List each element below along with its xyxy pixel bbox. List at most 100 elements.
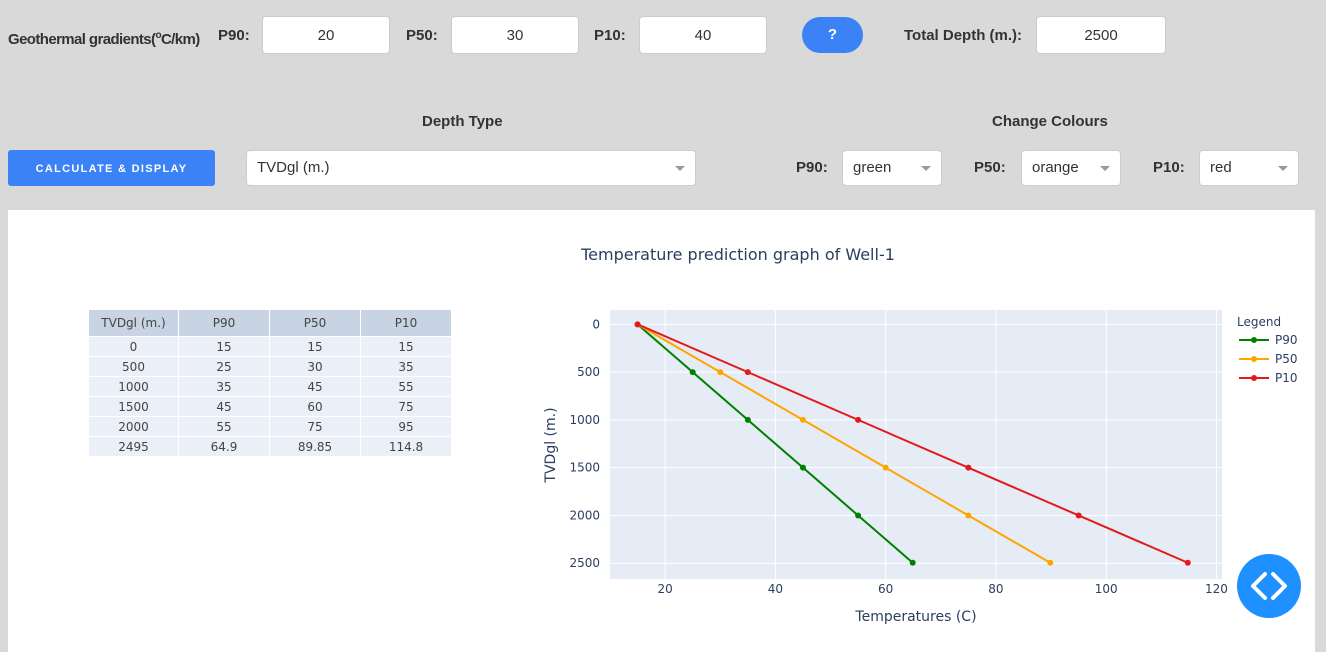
gradient-inputs-row: Geothermal gradients(oC/km) P90: P50: P1… (8, 16, 1318, 56)
table-cell: 1500 (88, 396, 179, 417)
x-axis-label: Temperatures (C) (854, 609, 976, 625)
p90-color-label: P90: (796, 159, 828, 176)
p50-color-value: orange (1032, 159, 1079, 176)
p10-gradient-input[interactable] (639, 16, 767, 54)
total-depth-input[interactable] (1036, 16, 1166, 54)
p10-color-select[interactable]: red (1199, 150, 1299, 186)
table-header-cell: P10 (360, 309, 452, 337)
x-tick-label: 60 (878, 582, 893, 596)
table-header-cell: TVDgl (m.) (88, 309, 179, 337)
results-panel: TVDgl (m.) P90 P50 P10 0 15 15 15 500 25… (8, 210, 1315, 652)
data-point-p10[interactable] (744, 369, 751, 376)
data-point-p90[interactable] (689, 369, 696, 376)
data-point-p50[interactable] (1047, 559, 1054, 566)
x-tick-label: 120 (1205, 582, 1228, 596)
gradients-label: Geothermal gradients(oC/km) (8, 30, 200, 48)
change-colours-heading: Change Colours (992, 113, 1108, 130)
table-cell: 2495 (88, 436, 179, 457)
p10-color-label: P10: (1153, 159, 1185, 176)
table-cell: 35 (360, 356, 452, 377)
table-row: 0 15 15 15 (88, 336, 452, 357)
depth-type-heading: Depth Type (422, 113, 503, 130)
depth-type-select[interactable]: TVDgl (m.) (246, 150, 696, 186)
table-cell: 95 (360, 416, 452, 437)
x-tick-label: 20 (657, 582, 672, 596)
table-cell: 500 (88, 356, 179, 377)
p90-gradient-label: P90: (218, 27, 250, 44)
calculate-display-button[interactable]: CALCULATE & DISPLAY (8, 150, 215, 186)
table-cell: 75 (269, 416, 361, 437)
p10-color-value: red (1210, 159, 1232, 176)
table-cell: 55 (360, 376, 452, 397)
legend-label-p90[interactable]: P90 (1275, 333, 1298, 347)
chart-title: Temperature prediction graph of Well-1 (580, 245, 895, 264)
p10-gradient-label: P10: (594, 27, 626, 44)
data-point-p90[interactable] (909, 559, 916, 566)
table-cell: 0 (88, 336, 179, 357)
chevron-down-icon (1100, 166, 1110, 171)
legend-marker (1251, 337, 1257, 343)
series-line-p90 (636, 323, 914, 564)
x-tick-label: 100 (1095, 582, 1118, 596)
data-point-p90[interactable] (744, 416, 751, 423)
legend-label-p50[interactable]: P50 (1275, 352, 1298, 366)
series-line-p50 (637, 323, 1051, 564)
chevron-down-icon (675, 166, 685, 171)
y-tick-labels: 0 500 1000 1500 2000 2500 (569, 317, 600, 570)
depth-type-value: TVDgl (m.) (257, 159, 330, 176)
data-point-p50[interactable] (799, 416, 806, 423)
y-tick-label: 1000 (569, 413, 600, 427)
x-tick-labels: 20 40 60 80 100 120 (657, 582, 1227, 596)
data-point-p50[interactable] (882, 464, 889, 471)
table-cell: 114.8 (360, 436, 452, 457)
series-group (634, 321, 1191, 566)
table-cell: 35 (178, 376, 270, 397)
total-depth-label: Total Depth (m.): (904, 27, 1023, 44)
data-point-p10[interactable] (1184, 559, 1191, 566)
code-brackets-icon[interactable] (1237, 554, 1301, 618)
table-cell: 15 (269, 336, 361, 357)
p90-gradient-input[interactable] (262, 16, 390, 54)
y-tick-label: 2000 (569, 508, 600, 522)
legend-marker (1251, 375, 1257, 381)
data-point-p10[interactable] (1075, 512, 1082, 519)
table-cell: 55 (178, 416, 270, 437)
data-point-p10[interactable] (855, 416, 862, 423)
table-row: 2495 64.9 89.85 114.8 (88, 436, 452, 457)
y-tick-label: 500 (577, 365, 600, 379)
data-point-p50[interactable] (965, 512, 972, 519)
table-row: 1000 35 45 55 (88, 376, 452, 397)
p50-color-select[interactable]: orange (1021, 150, 1121, 186)
x-tick-label: 40 (768, 582, 783, 596)
y-axis-label: TVDgl (m.) (543, 407, 559, 483)
data-point-p90[interactable] (855, 512, 862, 519)
data-point-p10[interactable] (965, 464, 972, 471)
y-tick-label: 1500 (569, 461, 600, 475)
series-line-p10 (637, 323, 1189, 564)
p50-gradient-label: P50: (406, 27, 438, 44)
temperature-chart: Temperature prediction graph of Well-1 2… (543, 245, 1298, 625)
table-header-row: TVDgl (m.) P90 P50 P10 (88, 309, 452, 337)
grid-lines (610, 310, 1222, 579)
legend-label-p10[interactable]: P10 (1275, 371, 1298, 385)
table-cell: 75 (360, 396, 452, 417)
legend-title: Legend (1237, 315, 1281, 329)
legend-marker (1251, 356, 1257, 362)
table-cell: 15 (178, 336, 270, 357)
p50-gradient-input[interactable] (451, 16, 579, 54)
data-point-p50[interactable] (717, 369, 724, 376)
help-button[interactable]: ? (802, 17, 863, 53)
p90-color-select[interactable]: green (842, 150, 942, 186)
y-tick-label: 0 (592, 317, 600, 331)
p50-color-label: P50: (974, 159, 1006, 176)
p90-color-value: green (853, 159, 892, 176)
temperature-table: TVDgl (m.) P90 P50 P10 0 15 15 15 500 25… (88, 309, 452, 457)
legend[interactable]: Legend P90 P50 P10 (1237, 315, 1298, 385)
data-point-p90[interactable] (799, 464, 806, 471)
x-tick-label: 80 (988, 582, 1003, 596)
chevron-down-icon (921, 166, 931, 171)
table-cell: 64.9 (178, 436, 270, 457)
table-cell: 89.85 (269, 436, 361, 457)
data-point-p10[interactable] (634, 321, 641, 328)
table-cell: 30 (269, 356, 361, 377)
